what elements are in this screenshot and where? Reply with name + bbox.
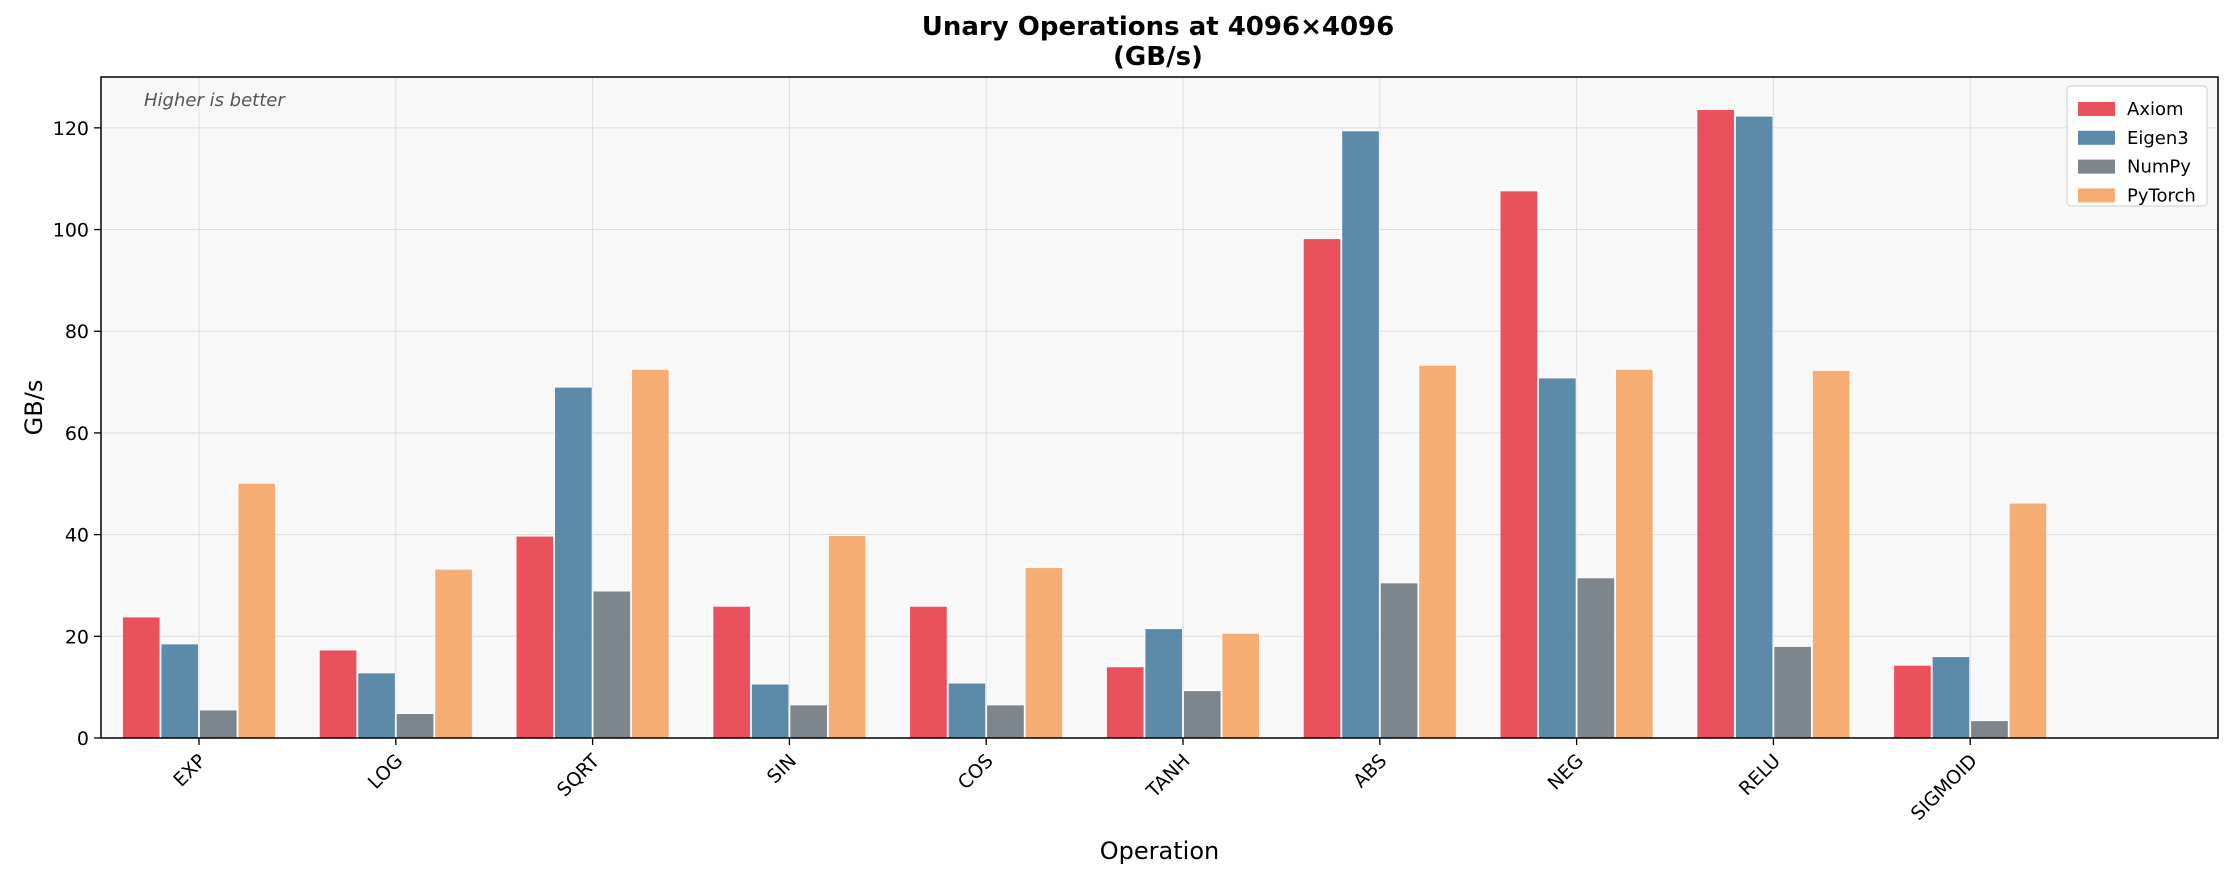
- y-tick-label: 80: [65, 321, 89, 343]
- legend-swatch-numpy: [2078, 159, 2115, 174]
- bar-pytorch-neg: [1615, 368, 1654, 739]
- bar-axiom-neg: [1499, 190, 1538, 739]
- bar-axiom-sqrt: [515, 535, 554, 739]
- x-tick-label: SIGMOID: [1907, 750, 1982, 825]
- bar-eigen3-tanh: [1144, 628, 1183, 739]
- y-axis-label: GB/s: [20, 380, 48, 436]
- bar-pytorch-relu: [1812, 369, 1851, 739]
- bar-numpy-neg: [1576, 577, 1615, 739]
- bar-pytorch-abs: [1418, 364, 1457, 739]
- x-tick-label: COS: [954, 750, 998, 794]
- bar-axiom-cos: [909, 605, 948, 739]
- y-tick-label: 120: [53, 118, 89, 140]
- y-axis: 0 20 40 60 80 100 120: [53, 118, 101, 750]
- bar-numpy-relu: [1773, 646, 1812, 739]
- x-tick-label: SIN: [763, 750, 801, 788]
- legend-swatch-pytorch: [2078, 188, 2115, 203]
- bar-numpy-cos: [986, 704, 1025, 739]
- bar-axiom-exp: [122, 616, 161, 739]
- x-tick-label: EXP: [169, 750, 210, 791]
- bar-pytorch-exp: [237, 482, 276, 739]
- bar-eigen3-log: [357, 672, 396, 739]
- bar-axiom-sin: [712, 605, 751, 739]
- x-tick-label: ABS: [1349, 750, 1391, 792]
- legend: Axiom Eigen3 NumPy PyTorch: [2066, 85, 2208, 207]
- bar-numpy-sqrt: [592, 590, 631, 739]
- legend-swatch-axiom: [2078, 102, 2115, 116]
- x-tick-label: NEG: [1544, 750, 1589, 795]
- legend-label-numpy: NumPy: [2127, 157, 2191, 178]
- bar-numpy-abs: [1379, 582, 1419, 739]
- bar-pytorch-log: [434, 568, 473, 739]
- chart-subtitle: (GB/s): [1113, 42, 1203, 72]
- bar-pytorch-tanh: [1221, 632, 1260, 739]
- legend-label-axiom: Axiom: [2127, 99, 2184, 120]
- bar-pytorch-sigmoid: [2008, 502, 2048, 739]
- x-tick-label: SQRT: [553, 750, 605, 802]
- bar-pytorch-sqrt: [631, 368, 670, 739]
- bar-numpy-sigmoid: [1970, 720, 2009, 739]
- bar-numpy-sin: [789, 704, 828, 739]
- bar-eigen3-cos: [947, 682, 987, 739]
- y-tick-label: 100: [53, 220, 89, 242]
- bar-eigen3-sqrt: [554, 386, 593, 739]
- bar-axiom-abs: [1302, 238, 1342, 739]
- y-tick-label: 40: [65, 525, 89, 547]
- bar-eigen3-abs: [1341, 130, 1380, 739]
- legend-label-eigen3: Eigen3: [2127, 128, 2189, 149]
- bar-eigen3-relu: [1735, 115, 1774, 739]
- y-tick-label: 60: [65, 423, 89, 445]
- legend-swatch-eigen3: [2078, 130, 2115, 145]
- bar-axiom-tanh: [1106, 666, 1145, 739]
- bar-numpy-tanh: [1183, 690, 1222, 739]
- bar-numpy-log: [395, 713, 435, 739]
- bar-axiom-relu: [1696, 109, 1735, 739]
- x-axis-label: Operation: [1100, 837, 1219, 865]
- bars: [122, 109, 2048, 739]
- y-tick-label: 20: [65, 626, 89, 648]
- legend-label-pytorch: PyTorch: [2127, 185, 2196, 206]
- bar-axiom-sigmoid: [1893, 664, 1932, 739]
- chart-title: Unary Operations at 4096×4096: [922, 12, 1394, 42]
- annotation-text: Higher is better: [144, 90, 286, 111]
- x-axis: EXP LOG SQRT SIN COS TANH ABS NEG RELU SIGMOID: [169, 738, 1982, 825]
- x-tick-label: RELU: [1735, 750, 1785, 800]
- x-tick-label: LOG: [364, 750, 408, 794]
- bar-eigen3-neg: [1538, 377, 1577, 739]
- bar-pytorch-sin: [828, 535, 867, 739]
- bar-axiom-log: [318, 649, 358, 739]
- bar-eigen3-sin: [751, 683, 790, 739]
- bar-eigen3-sigmoid: [1931, 656, 1971, 739]
- plot-frame: [100, 76, 2219, 739]
- x-tick-label: TANH: [1142, 750, 1195, 803]
- bar-eigen3-exp: [160, 643, 199, 739]
- y-tick-label: 0: [77, 728, 89, 750]
- bar-pytorch-cos: [1024, 567, 1064, 739]
- bar-numpy-exp: [199, 709, 238, 739]
